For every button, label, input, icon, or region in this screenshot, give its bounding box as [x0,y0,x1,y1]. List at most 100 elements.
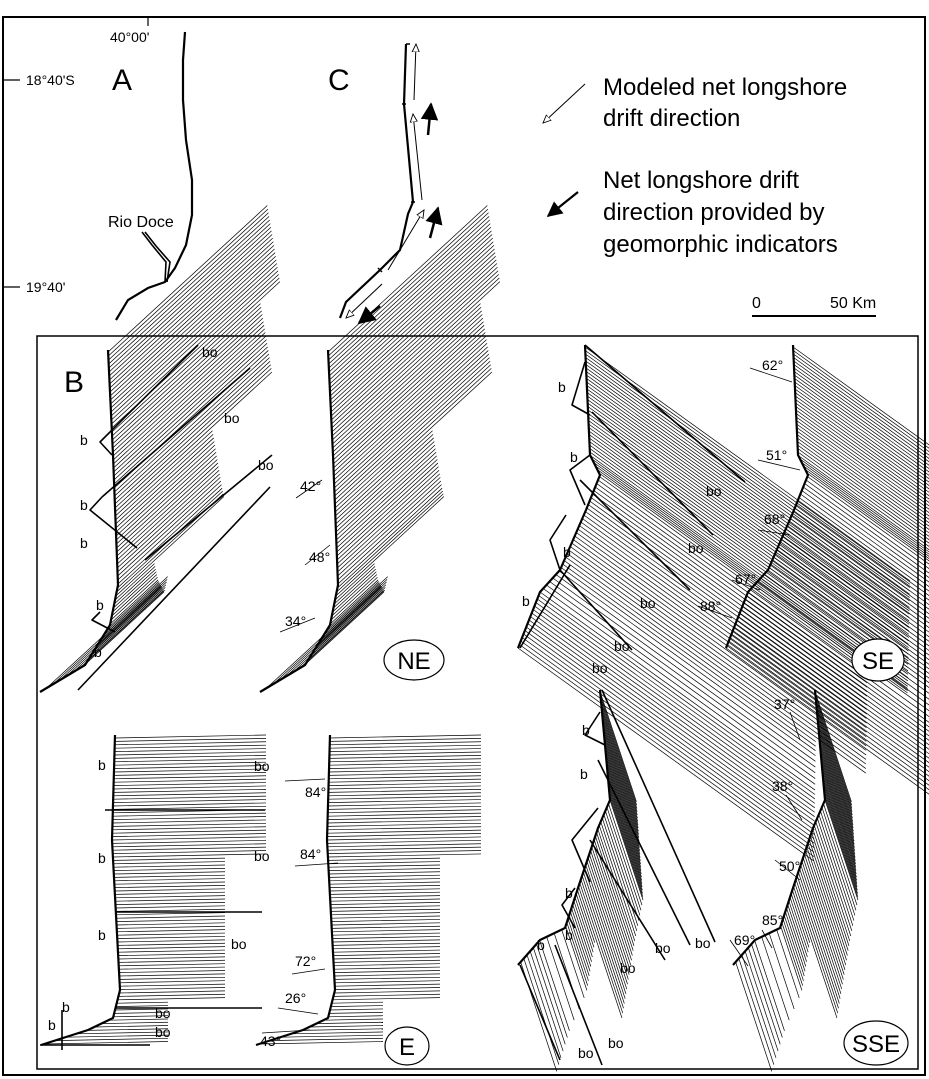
e-b-label: b [48,1017,56,1033]
sse-wave-ray [581,875,625,1004]
se-wave-ray [793,350,929,449]
sse-wave-ray [823,781,858,884]
ne-wave-ray [113,566,156,605]
e-wave-ray [334,970,441,973]
se-wave-ray [569,546,867,760]
modeled-arrow [387,210,424,271]
ne-wave-ray [95,586,162,649]
sse-wave-ray [529,951,564,1052]
ne-wave-ray [336,452,437,545]
se-wave-ray [539,591,816,791]
se-boundary [559,569,633,651]
ne-wave-ray [333,325,485,465]
sse-wave-ray [819,738,855,845]
sse-badge-text: SSE [852,1031,900,1058]
se-wave-ray [782,535,929,642]
ne-wave-ray [116,462,219,557]
sse-bo-label: bo [620,960,636,976]
e-wave-ray [332,942,441,946]
sse-wave-ray [523,958,560,1065]
sse-wave-ray [598,825,637,937]
e-wave-ray [115,898,226,902]
se-wave-ray [746,595,929,728]
se-wave-ray [568,549,867,765]
se-wave-ray [794,507,929,606]
e-wave-ray [119,980,226,984]
e-wave-ray [113,861,226,865]
sse-wave-ray [820,753,856,858]
se-wave-ray [738,616,929,755]
sse-wave-ray [754,940,785,1031]
se-wave-ray [588,416,909,648]
ne-wave-ray [115,496,225,597]
legend-modeled-line2: drift direction [603,105,740,132]
se-b-mark [569,454,591,506]
ne-wave-ray [112,571,157,613]
sse-wave-ray [824,799,859,901]
sse-bo-label: bo [578,1045,594,1061]
e-wave-ray [115,912,226,916]
ne-wave-ray [328,208,489,357]
se-wave-ray [523,633,815,844]
se-wave-ray [795,504,929,601]
ne-wave-ray [335,437,434,529]
sse-angle-line [789,711,801,741]
sse-wave-ray [603,814,640,921]
panel-c-label: C [328,64,350,97]
coast-layer [39,344,827,1066]
se-wave-ray [579,525,867,733]
ne-wave-ray [115,430,213,521]
e-wave-ray [113,772,267,776]
e-wave-ray [329,755,482,759]
e-wave-ray [327,809,482,814]
ne-wave-ray [334,563,375,601]
e-wave-ray [329,891,441,895]
se-wave-ray [588,430,909,662]
e-wave-ray [114,885,226,888]
e-wave-ray [108,1018,169,1021]
se-wave-ray [794,392,929,490]
e-wave-ray [112,802,267,807]
sse-wave-ray [600,702,638,812]
sse-wave-ray [608,781,643,884]
sse-bo-label: bo [695,935,711,951]
ne-wave-ray [333,568,376,609]
se-wave-ray [534,605,815,809]
sse-boundary [597,759,691,946]
e-wave-ray [112,805,267,810]
ne-b-label: b [96,597,104,613]
e-wave-ray [117,942,226,946]
se-wave-ray [777,546,929,656]
sse-wave-ray [744,951,779,1052]
se-wave-ray [593,490,868,688]
ne-wave-ray [114,364,271,509]
ne-badge: NE [383,639,445,681]
sse-boundary [601,689,716,943]
sse-wave-ray [569,911,591,972]
e-bo-label: bo [254,758,270,774]
e-wave-ray [328,864,441,868]
sse-wave-ray [526,954,562,1058]
ne-wave-ray [116,448,216,541]
sse-wave-ray [817,720,854,829]
sse-b-label: b [565,927,573,943]
e-wave-ray [327,819,482,824]
e-wave-ray [113,864,226,868]
sse-wave-ray [794,882,839,1014]
ne-wave-ray [111,281,281,437]
e-wave-ray [329,734,482,739]
se-wave-ray [725,647,929,795]
ne-wave-ray [115,371,273,517]
se-wave-ray [797,500,929,597]
sse-wave-ray [580,879,624,1009]
sse-wave-ray [601,713,639,822]
ne-wave-ray [115,441,215,533]
sse-wave-ray [819,745,856,852]
sse-wave-ray [600,699,638,809]
e-wave-ray [116,922,226,926]
e-wave-ray [331,1001,384,1004]
e-wave-ray [333,993,441,997]
se-wave-ray [587,409,909,642]
se-wave-ray [586,374,910,608]
ne-wave-ray [105,582,160,633]
